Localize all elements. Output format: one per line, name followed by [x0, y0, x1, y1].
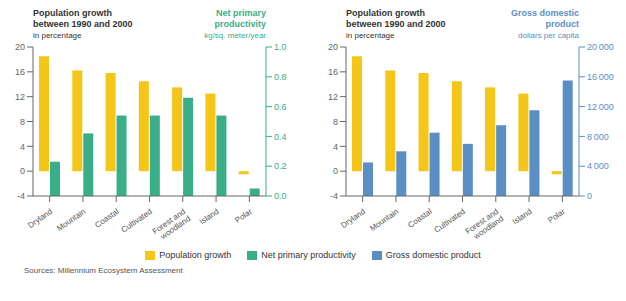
svg-text:12: 12 [328, 92, 338, 102]
svg-text:12: 12 [15, 92, 25, 102]
html-text:Net primary: Net primary [216, 8, 266, 18]
svg-text:8: 8 [20, 117, 25, 127]
html-text:in percentage: in percentage [33, 31, 82, 40]
html-text:Gross domestic product: Gross domestic product [385, 250, 481, 260]
svg-text:8: 8 [333, 117, 338, 127]
svg-text:0.8: 0.8 [274, 72, 287, 82]
svg-text:0: 0 [20, 166, 25, 176]
html-text:dollars per capita: dollars per capita [518, 31, 579, 40]
svg-text:Mountain: Mountain [55, 207, 87, 233]
svg-text:Forest andwoodland: Forest andwoodland [151, 207, 193, 244]
svg-text:16: 16 [15, 67, 25, 77]
svg-text:Cultivated: Cultivated [433, 207, 467, 235]
svg-text:20 000: 20 000 [587, 42, 614, 52]
html-text:Net primary productivity: Net primary productivity [261, 250, 356, 260]
svg-text:Coastal: Coastal [93, 207, 121, 230]
svg-text:Coastal: Coastal [406, 207, 434, 230]
svg-text:1.0: 1.0 [274, 42, 287, 52]
svg-text:0.6: 0.6 [274, 102, 287, 112]
svg-text:Island: Island [198, 207, 221, 227]
svg-text:20: 20 [15, 42, 25, 52]
svg-text:Forest andwoodland: Forest andwoodland [464, 207, 506, 244]
svg-text:20: 20 [328, 42, 338, 52]
html-text:Population growth: Population growth [159, 250, 232, 260]
svg-text:4: 4 [333, 142, 338, 152]
svg-text:-4: -4 [330, 191, 338, 201]
svg-text:0.0: 0.0 [274, 191, 287, 201]
svg-text:0: 0 [333, 166, 338, 176]
html-text:between 1990 and 2000: between 1990 and 2000 [33, 19, 133, 29]
svg-text:12 000: 12 000 [587, 102, 614, 112]
html-text:productivity: productivity [214, 19, 266, 29]
html-text:product: product [545, 19, 579, 29]
svg-text:Polar: Polar [233, 207, 254, 225]
svg-text:Cultivated: Cultivated [120, 207, 154, 235]
html-text:between 1990 and 2000: between 1990 and 2000 [346, 19, 446, 29]
html-text:in percentage: in percentage [346, 31, 395, 40]
svg-text:4 000: 4 000 [587, 161, 609, 171]
html-text:kg/sq. meter/year: kg/sq. meter/year [204, 31, 266, 40]
svg-text:8 000: 8 000 [587, 132, 609, 142]
svg-text:Polar: Polar [546, 207, 567, 225]
svg-text:Mountain: Mountain [368, 207, 400, 233]
svg-text:0.2: 0.2 [274, 161, 287, 171]
svg-text:Dryland: Dryland [339, 207, 367, 230]
html-text:Sources: Millennium Ecosystem: Sources: Millennium Ecosystem Assessment [24, 266, 183, 275]
html-text:Population growth: Population growth [33, 8, 112, 18]
svg-text:16: 16 [328, 67, 338, 77]
svg-text:Island: Island [511, 207, 534, 227]
html-text:Gross domestic: Gross domestic [511, 8, 579, 18]
svg-text:Dryland: Dryland [26, 207, 54, 230]
html-text:Population growth: Population growth [346, 8, 425, 18]
svg-text:-4: -4 [17, 191, 25, 201]
svg-text:4: 4 [20, 142, 25, 152]
svg-text:0: 0 [587, 191, 592, 201]
svg-text:0.4: 0.4 [274, 132, 287, 142]
svg-text:16 000: 16 000 [587, 72, 614, 82]
